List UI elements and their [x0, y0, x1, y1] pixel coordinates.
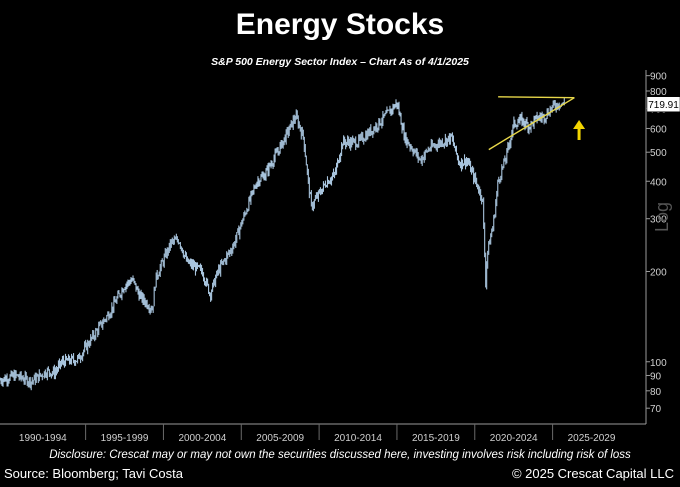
y-tick-label: 200 [650, 268, 667, 279]
x-tick-label: 2025-2029 [568, 433, 616, 444]
source-text: Source: Bloomberg; Tavi Costa [4, 466, 183, 481]
x-tick-label: 2020-2024 [490, 433, 538, 444]
up-arrow-head [573, 120, 586, 129]
resistance-line [498, 96, 575, 99]
chart-title: Energy Stocks [235, 8, 445, 41]
disclosure-text: Disclosure: Crescat may or may not own t… [49, 449, 631, 461]
last-value-box [646, 96, 680, 112]
y-tick-label: 400 [650, 177, 667, 188]
x-tick-label: 2010-2014 [334, 433, 382, 444]
copyright-text: © 2025 Crescat Capital LLC [511, 466, 674, 481]
y-tick-label: 800 [650, 87, 667, 98]
y-tick-label: 500 [650, 148, 667, 159]
price-series [0, 98, 565, 391]
x-tick-label: 1995-1999 [101, 433, 149, 444]
y-tick-label: 90 [650, 371, 662, 382]
x-tick-label: 2005-2009 [256, 433, 304, 444]
y-tick-label: 80 [650, 387, 662, 398]
y-tick-label: 600 [650, 124, 667, 135]
annotations [488, 96, 586, 151]
support-line [488, 97, 575, 151]
y-axis-label: Log [652, 201, 672, 232]
y-tick-label: 100 [650, 358, 667, 369]
x-tick-label: 1990-1994 [19, 433, 67, 444]
x-tick-label: 2000-2004 [178, 433, 226, 444]
y-tick-label: 70 [650, 404, 662, 415]
axes: 7080901002003004005006007008009001990-19… [0, 70, 680, 444]
chart-subtitle: S&P 500 Energy Sector Index – Chart As o… [211, 56, 469, 68]
y-tick-label: 300 [650, 215, 667, 226]
last-value-label: 719.91 [648, 100, 679, 111]
y-tick-label: 900 [650, 72, 667, 83]
x-tick-label: 2015-2019 [412, 433, 460, 444]
